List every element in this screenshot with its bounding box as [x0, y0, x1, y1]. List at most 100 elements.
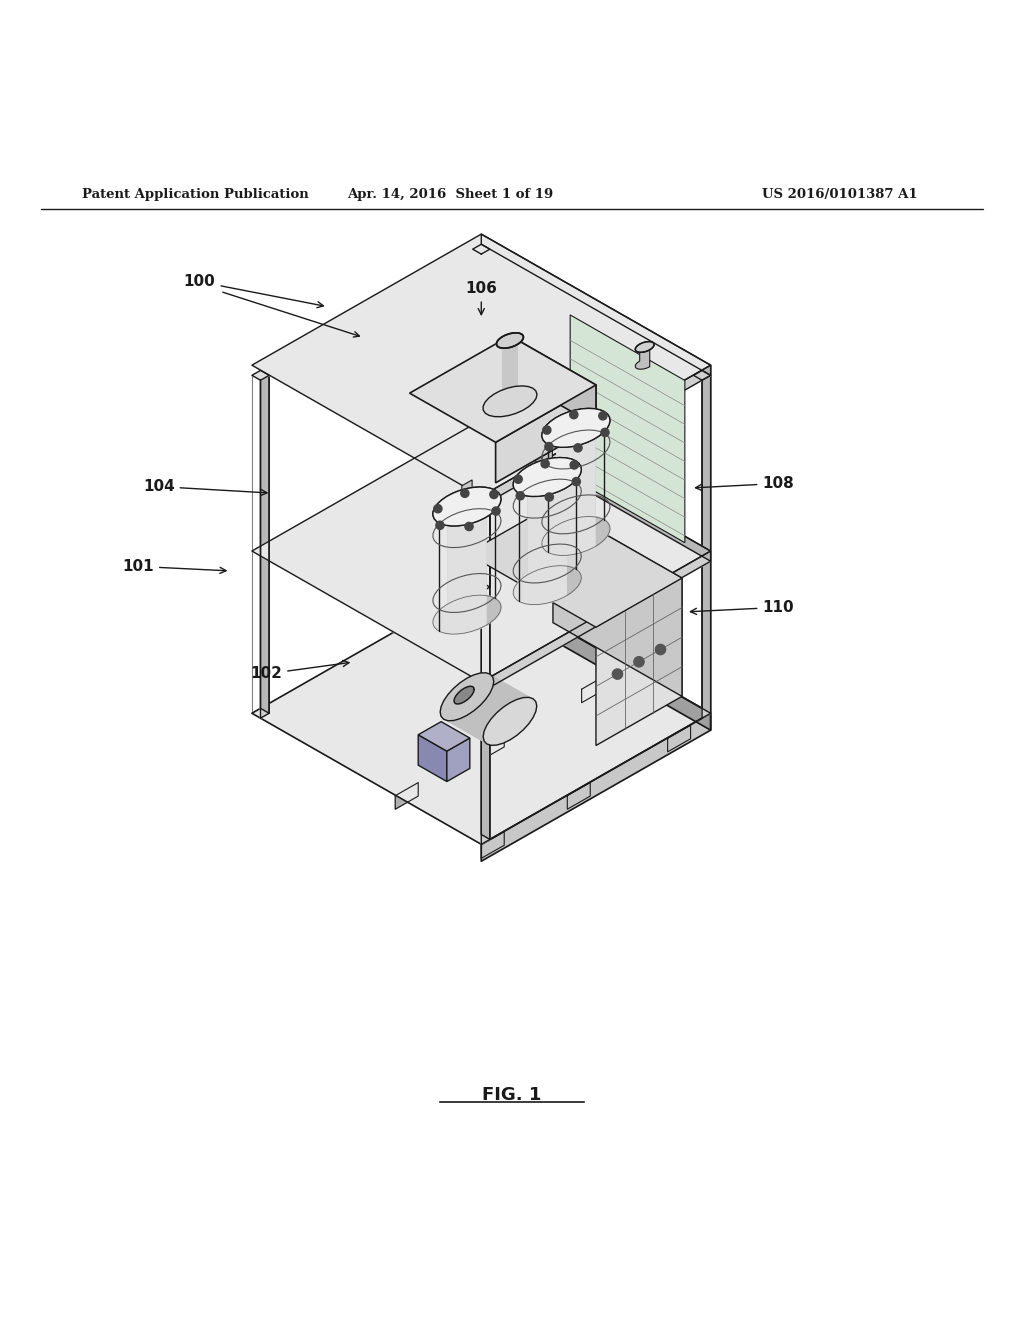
Polygon shape — [693, 371, 711, 380]
Circle shape — [434, 504, 442, 512]
Circle shape — [599, 412, 607, 420]
Polygon shape — [486, 673, 534, 698]
Polygon shape — [557, 408, 610, 546]
Text: Apr. 14, 2016  Sheet 1 of 19: Apr. 14, 2016 Sheet 1 of 19 — [347, 187, 554, 201]
Polygon shape — [635, 345, 649, 370]
Polygon shape — [480, 673, 529, 697]
Circle shape — [573, 444, 582, 451]
Polygon shape — [454, 682, 503, 713]
Polygon shape — [480, 700, 529, 730]
Polygon shape — [440, 706, 484, 737]
Polygon shape — [260, 371, 269, 713]
Polygon shape — [493, 681, 537, 711]
Polygon shape — [467, 504, 682, 627]
Polygon shape — [443, 694, 490, 725]
Polygon shape — [486, 693, 534, 723]
Polygon shape — [513, 466, 566, 605]
Polygon shape — [252, 371, 269, 380]
Polygon shape — [481, 496, 489, 840]
Text: US 2016/0101387 A1: US 2016/0101387 A1 — [762, 187, 918, 201]
Polygon shape — [467, 710, 517, 741]
Text: Patent Application Publication: Patent Application Publication — [82, 187, 308, 201]
Polygon shape — [449, 487, 501, 626]
Circle shape — [541, 459, 549, 467]
Polygon shape — [260, 375, 269, 718]
Polygon shape — [474, 673, 523, 700]
Text: 100: 100 — [183, 275, 324, 308]
Polygon shape — [496, 385, 596, 483]
Polygon shape — [481, 244, 489, 587]
Text: 110: 110 — [690, 599, 794, 615]
Polygon shape — [528, 458, 582, 595]
Polygon shape — [443, 719, 490, 746]
Polygon shape — [454, 718, 503, 744]
Text: 106: 106 — [465, 281, 498, 314]
Polygon shape — [447, 688, 497, 719]
Polygon shape — [252, 420, 711, 682]
Polygon shape — [481, 734, 504, 760]
Polygon shape — [252, 582, 711, 845]
Polygon shape — [467, 675, 517, 702]
Polygon shape — [668, 725, 690, 752]
Polygon shape — [490, 675, 536, 702]
Polygon shape — [513, 458, 582, 496]
Text: FIG. 1: FIG. 1 — [482, 1086, 542, 1105]
Circle shape — [634, 656, 644, 667]
Circle shape — [570, 461, 579, 469]
Polygon shape — [447, 721, 497, 746]
Polygon shape — [418, 735, 446, 781]
Polygon shape — [473, 496, 489, 507]
Polygon shape — [410, 335, 596, 442]
Polygon shape — [481, 502, 489, 845]
Polygon shape — [481, 366, 711, 507]
Polygon shape — [570, 379, 575, 392]
Polygon shape — [481, 234, 711, 375]
Polygon shape — [481, 713, 711, 861]
Polygon shape — [473, 244, 489, 253]
Polygon shape — [395, 783, 418, 809]
Polygon shape — [441, 701, 486, 731]
Circle shape — [569, 411, 578, 418]
Polygon shape — [462, 480, 472, 510]
Polygon shape — [460, 715, 510, 743]
Polygon shape — [483, 385, 537, 417]
Polygon shape — [440, 711, 484, 741]
Polygon shape — [454, 686, 474, 704]
Polygon shape — [542, 450, 552, 480]
Polygon shape — [497, 333, 523, 348]
Polygon shape — [474, 705, 523, 735]
Polygon shape — [570, 381, 581, 430]
Polygon shape — [252, 234, 711, 496]
Circle shape — [601, 428, 609, 437]
Polygon shape — [635, 342, 654, 352]
Polygon shape — [481, 420, 711, 561]
Circle shape — [436, 521, 444, 529]
Polygon shape — [490, 686, 536, 717]
Polygon shape — [510, 335, 596, 425]
Polygon shape — [493, 677, 537, 706]
Polygon shape — [483, 697, 537, 746]
Text: 101: 101 — [123, 558, 226, 574]
Text: 104: 104 — [142, 479, 267, 495]
Circle shape — [516, 492, 524, 500]
Circle shape — [465, 523, 473, 531]
Circle shape — [545, 442, 553, 450]
Polygon shape — [481, 550, 711, 692]
Polygon shape — [702, 371, 711, 713]
Polygon shape — [433, 496, 485, 634]
Circle shape — [461, 490, 469, 498]
Polygon shape — [570, 315, 685, 543]
Polygon shape — [553, 504, 682, 697]
Polygon shape — [418, 722, 470, 751]
Text: 102: 102 — [250, 660, 349, 681]
Polygon shape — [596, 578, 682, 746]
Polygon shape — [582, 676, 604, 702]
Circle shape — [514, 475, 522, 483]
Circle shape — [612, 669, 623, 680]
Circle shape — [545, 492, 553, 502]
Circle shape — [489, 490, 498, 499]
Circle shape — [572, 478, 581, 486]
Polygon shape — [542, 408, 610, 447]
Circle shape — [543, 426, 551, 434]
Polygon shape — [481, 832, 504, 858]
